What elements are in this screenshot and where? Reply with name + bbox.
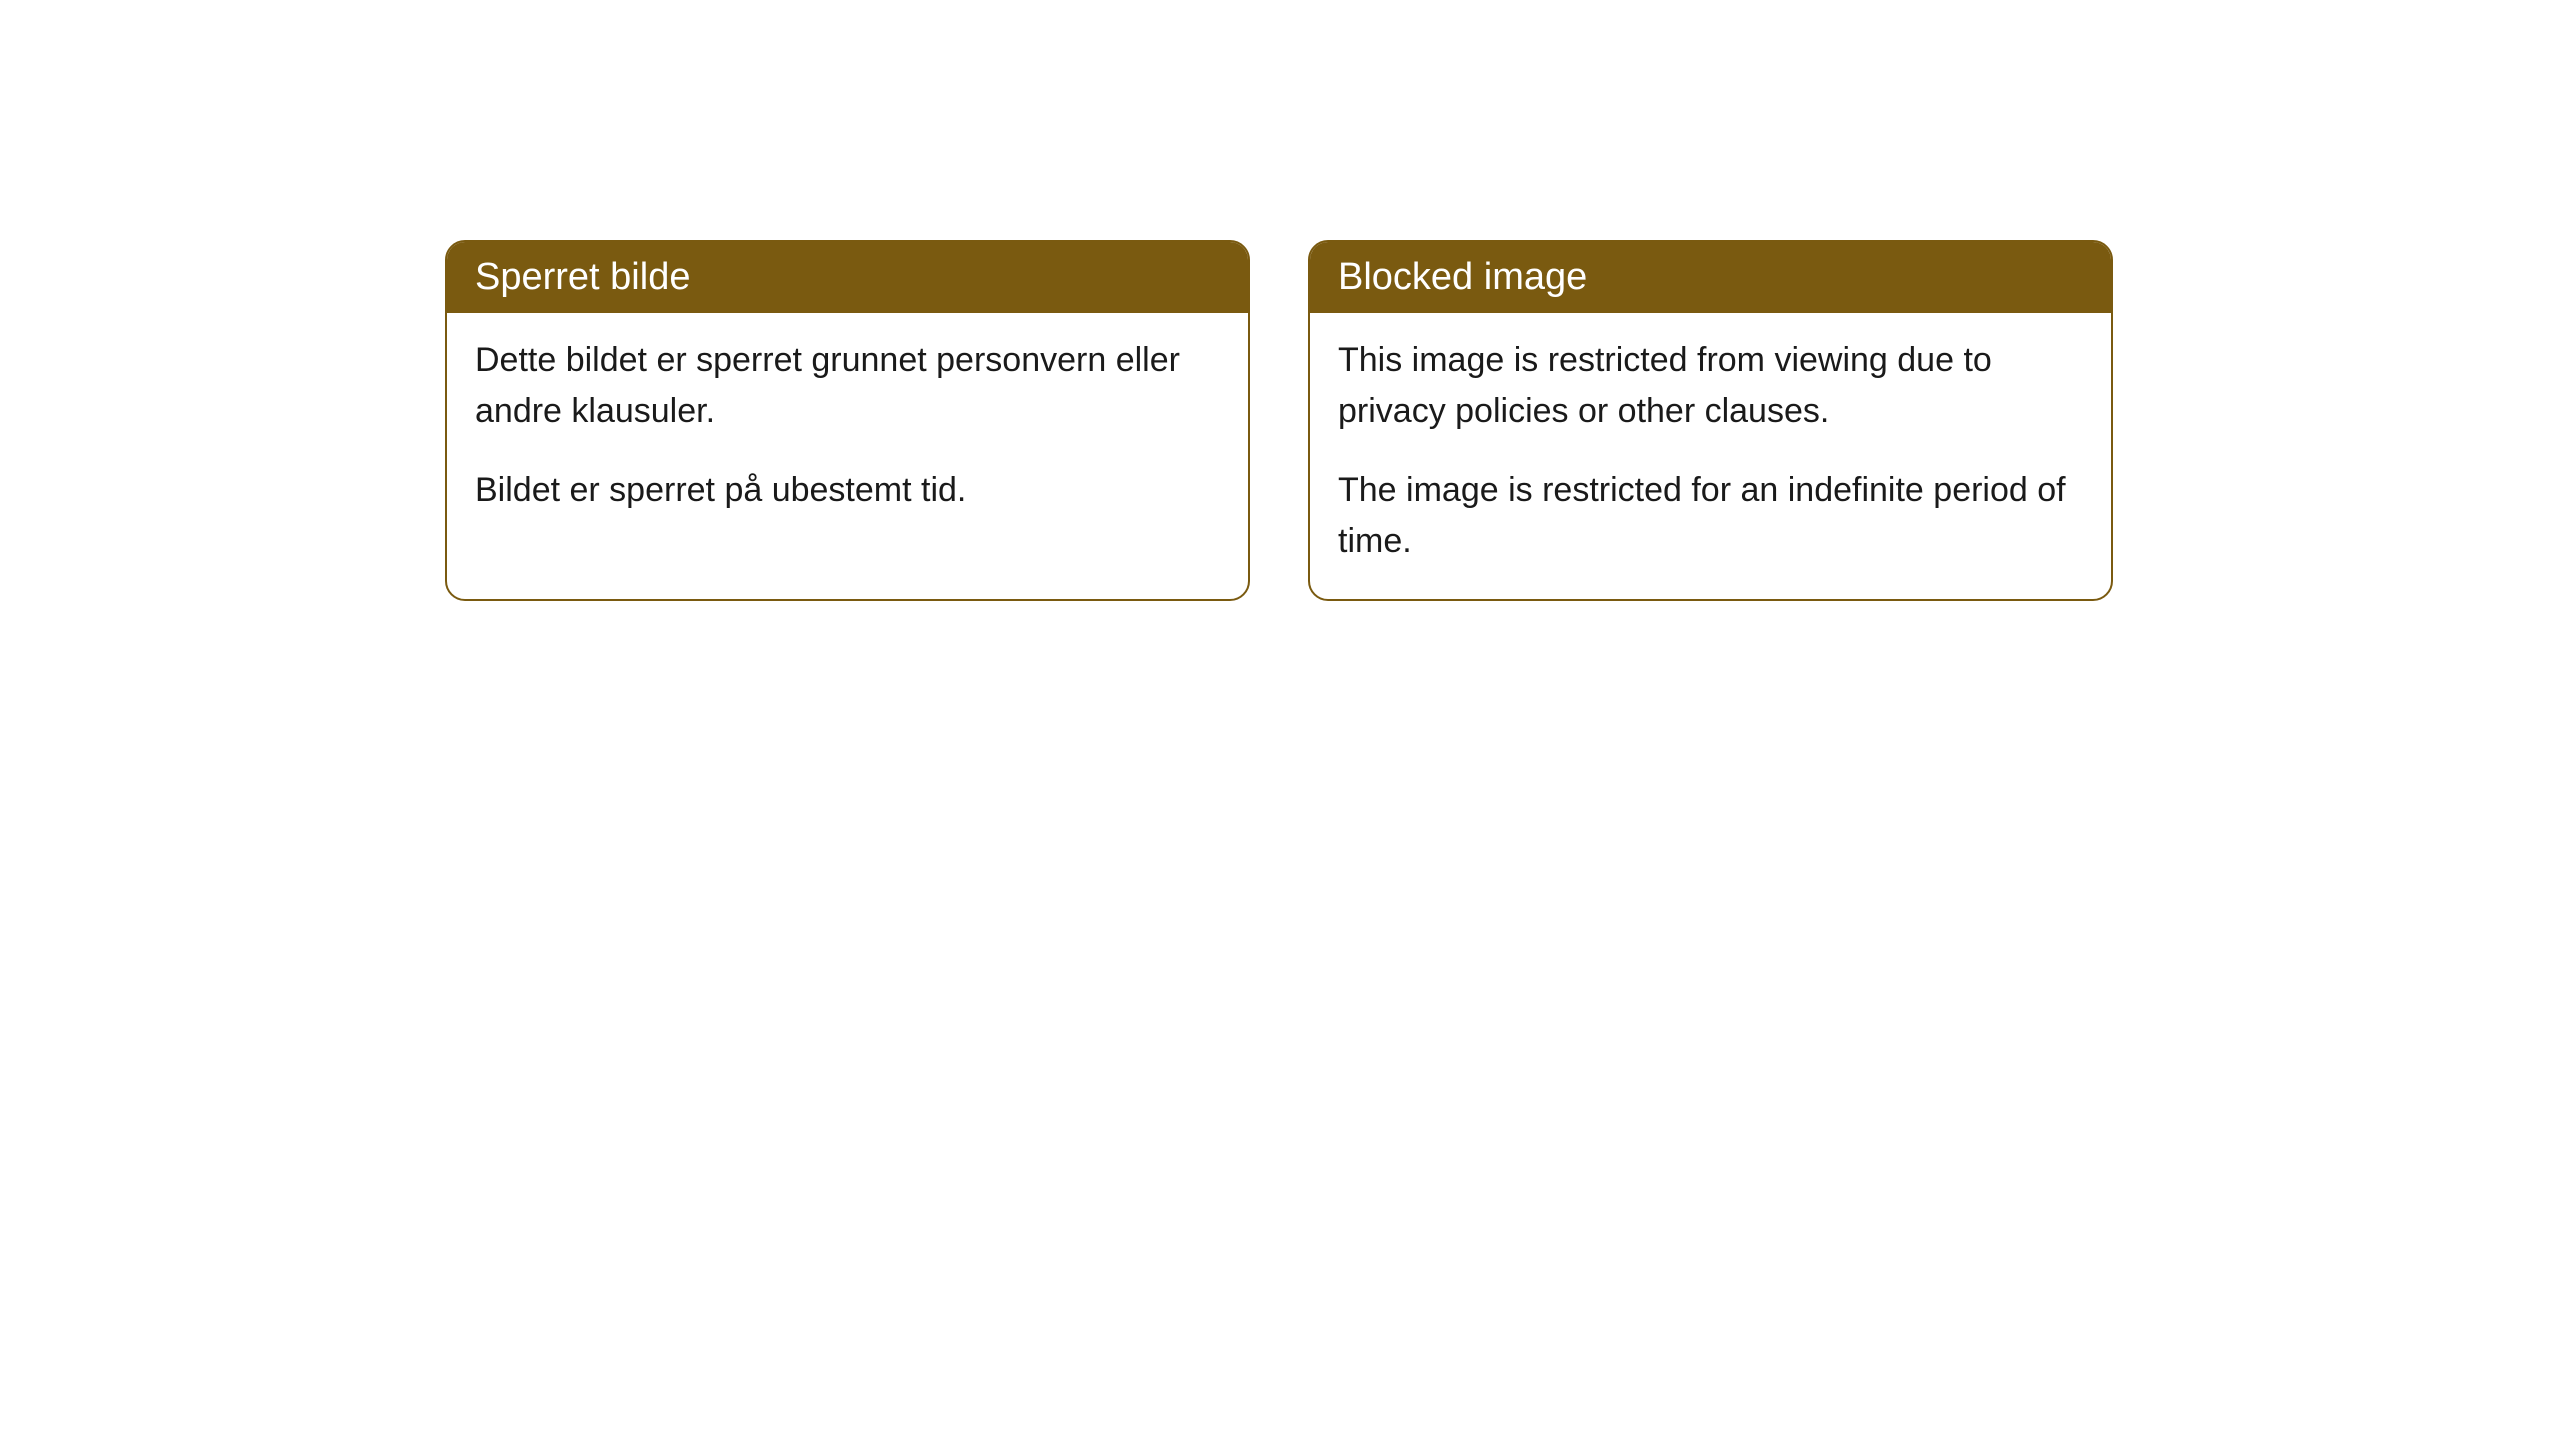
card-header: Blocked image xyxy=(1310,242,2111,313)
card-header: Sperret bilde xyxy=(447,242,1248,313)
card-body: This image is restricted from viewing du… xyxy=(1310,313,2111,599)
notice-card-norwegian: Sperret bilde Dette bildet er sperret gr… xyxy=(445,240,1250,601)
notice-container: Sperret bilde Dette bildet er sperret gr… xyxy=(445,240,2113,601)
card-paragraph: This image is restricted from viewing du… xyxy=(1338,335,2083,437)
card-paragraph: Dette bildet er sperret grunnet personve… xyxy=(475,335,1220,437)
card-body: Dette bildet er sperret grunnet personve… xyxy=(447,313,1248,548)
notice-card-english: Blocked image This image is restricted f… xyxy=(1308,240,2113,601)
card-paragraph: Bildet er sperret på ubestemt tid. xyxy=(475,465,1220,516)
card-paragraph: The image is restricted for an indefinit… xyxy=(1338,465,2083,567)
